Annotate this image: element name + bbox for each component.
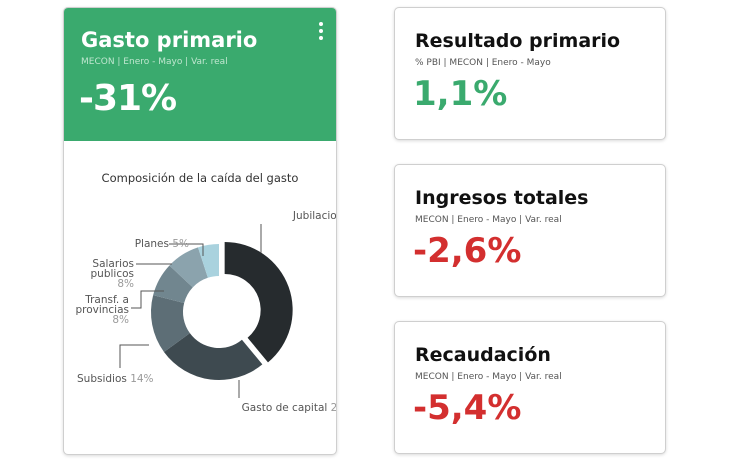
card-value: -31% bbox=[79, 78, 177, 119]
ingresos-totales-card: Ingresos totales MECON | Enero - Mayo | … bbox=[394, 164, 666, 297]
slice-label: Gasto de capital 26% bbox=[242, 402, 336, 414]
card-value: -5,4% bbox=[413, 388, 522, 428]
chart-title: Composición de la caída del gasto bbox=[101, 171, 299, 185]
card-value: 1,1% bbox=[413, 74, 508, 114]
card-subtitle: MECON | Enero - Mayo | Var. real bbox=[415, 215, 562, 225]
gasto-primario-card: Gasto primario MECON | Enero - Mayo | Va… bbox=[63, 7, 337, 455]
card-title: Gasto primario bbox=[81, 28, 258, 52]
leader-line bbox=[169, 243, 204, 256]
card-header: Gasto primario MECON | Enero - Mayo | Va… bbox=[64, 8, 336, 141]
card-subtitle: MECON | Enero - Mayo | Var. real bbox=[415, 372, 562, 382]
slice-label: Planes 5% bbox=[135, 238, 189, 250]
donut-chart: Jubilaciones 39% Gasto de capital 26% Subs… bbox=[75, 210, 336, 414]
leader-line bbox=[131, 290, 164, 309]
donut-slice-subsidios bbox=[151, 295, 190, 352]
slice-label: Jubilaciones 39% bbox=[292, 210, 336, 222]
card-subtitle: % PBI | MECON | Enero - Mayo bbox=[415, 58, 551, 68]
resultado-primario-card: Resultado primario % PBI | MECON | Enero… bbox=[394, 7, 666, 140]
donut-slice-jubilaciones bbox=[224, 241, 293, 363]
card-title: Recaudación bbox=[415, 344, 551, 366]
card-subtitle: MECON | Enero - Mayo | Var. real bbox=[81, 57, 228, 67]
leader-line bbox=[119, 344, 149, 368]
recaudacion-card: Recaudación MECON | Enero - Mayo | Var. … bbox=[394, 321, 666, 454]
slice-label: Salarios publicos 8% bbox=[91, 258, 135, 290]
card-title: Resultado primario bbox=[415, 30, 621, 52]
slice-label: Subsidios 14% bbox=[77, 373, 154, 385]
card-value: -2,6% bbox=[413, 231, 522, 271]
card-title: Ingresos totales bbox=[415, 187, 589, 209]
slice-label: Transf. a provincias 8% bbox=[75, 294, 129, 326]
donut-slice-transf-a-provincias bbox=[153, 265, 193, 304]
donut-slice-salarios-publicos bbox=[169, 247, 208, 288]
donut-slice-gasto-de-capital bbox=[163, 333, 263, 380]
more-options-icon[interactable] bbox=[316, 22, 326, 46]
